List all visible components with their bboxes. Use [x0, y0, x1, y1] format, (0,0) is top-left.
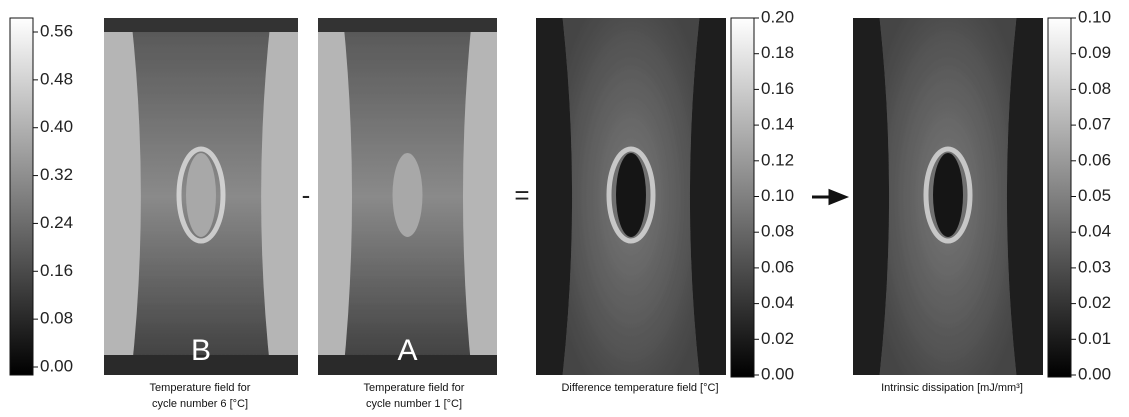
- tick-label: 0.00: [1078, 364, 1111, 383]
- tick-label: 0.04: [761, 293, 794, 312]
- caption: Difference temperature field [°C]: [561, 382, 718, 394]
- tick-label: 0.12: [761, 150, 794, 169]
- hole-glow: [606, 146, 656, 244]
- operator: =: [514, 180, 529, 210]
- grip: [318, 18, 497, 32]
- tick-label: 0.03: [1078, 257, 1111, 276]
- caption: Temperature field for: [150, 382, 251, 394]
- hole: [616, 153, 646, 237]
- tick-label: 0.02: [761, 329, 794, 348]
- tick-label: 0.05: [1078, 186, 1111, 205]
- panel-letter: A: [397, 334, 417, 367]
- tick-label: 0.08: [1078, 79, 1111, 98]
- tick-label: 0.20: [761, 7, 794, 26]
- colorbar: [1047, 17, 1072, 378]
- tick-label: 0.00: [761, 364, 794, 383]
- grip: [104, 18, 298, 32]
- hole: [186, 153, 216, 237]
- caption: Temperature field for: [364, 382, 465, 394]
- grip: [104, 355, 298, 375]
- panel-letter: B: [191, 334, 211, 367]
- caption: Intrinsic dissipation [mJ/mm³]: [881, 382, 1023, 394]
- tick-label: 0.02: [1078, 293, 1111, 312]
- tick-label: 0.00: [40, 356, 73, 375]
- arrow: [812, 188, 850, 206]
- caption: cycle number 1 [°C]: [366, 398, 462, 410]
- hole-glow: [176, 146, 226, 244]
- tick-label: 0.08: [761, 222, 794, 241]
- hole-glow: [923, 146, 973, 244]
- colorbar: [730, 17, 755, 378]
- tick-label: 0.08: [40, 309, 73, 328]
- tick-label: 0.16: [40, 261, 73, 280]
- hole: [392, 153, 423, 237]
- tick-label: 0.09: [1078, 43, 1111, 62]
- tick-label: 0.56: [40, 21, 73, 40]
- tick-label: 0.18: [761, 43, 794, 62]
- hole: [933, 153, 963, 237]
- tick-label: 0.40: [40, 117, 73, 136]
- colorbar: [9, 17, 34, 376]
- tick-label: 0.06: [1078, 150, 1111, 169]
- tick-label: 0.01: [1078, 329, 1111, 348]
- caption: cycle number 6 [°C]: [152, 398, 248, 410]
- tick-label: 0.10: [761, 186, 794, 205]
- tick-label: 0.24: [40, 213, 73, 232]
- tick-label: 0.14: [761, 115, 794, 134]
- tick-label: 0.04: [1078, 222, 1111, 241]
- operator: -: [302, 180, 311, 210]
- tick-label: 0.07: [1078, 115, 1111, 134]
- tick-label: 0.16: [761, 79, 794, 98]
- tick-label: 0.06: [761, 257, 794, 276]
- grip: [318, 355, 497, 375]
- tick-label: 0.32: [40, 165, 73, 184]
- tick-label: 0.10: [1078, 7, 1111, 26]
- tick-label: 0.48: [40, 69, 73, 88]
